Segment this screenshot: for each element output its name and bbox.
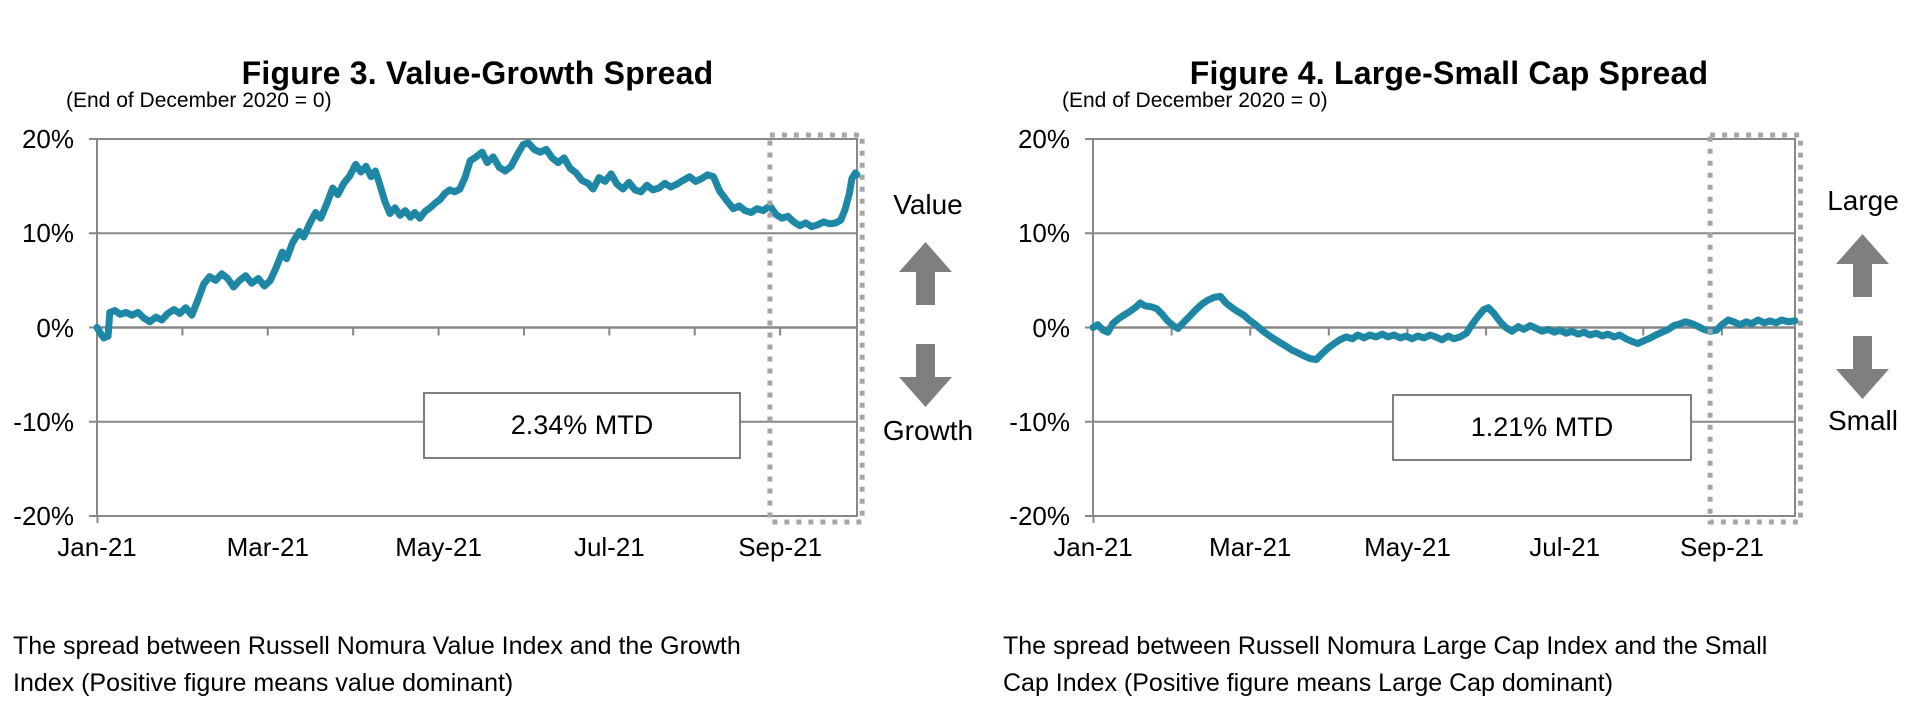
figure4-direction-up-label: Large [1827, 185, 1899, 216]
x-axis-tick-label: Jan-21 [1053, 532, 1133, 562]
y-axis-tick-label: -10% [1009, 406, 1070, 437]
figure4-chart-plot [1085, 132, 1804, 525]
y-axis-tick-label: 10% [1017, 218, 1070, 249]
y-axis-tick-label: 20% [1017, 124, 1070, 154]
figure4-caption: The spread between Russell Nomura Large … [1003, 632, 1768, 697]
figure4-mtd-annotation-box: 1.21% MTD [1392, 394, 1692, 461]
down-arrow-icon [899, 344, 952, 407]
x-axis-tick-label: Jul-21 [573, 532, 645, 562]
figure3-mtd-annotation-box: 2.34% MTD [423, 392, 741, 459]
y-axis-tick-label: 20% [21, 124, 74, 154]
down-arrow-icon [1836, 336, 1889, 399]
y-axis-tick-label: -10% [13, 406, 74, 437]
figure3-mtd-annotation-text: 2.34% MTD [510, 410, 654, 440]
y-axis-tick-label: -20% [13, 501, 74, 531]
x-axis-tick-label: Mar-21 [1209, 532, 1292, 562]
figure3-chart-plot [89, 132, 865, 525]
spread-line-series [93, 139, 861, 342]
figure4-title: Figure 4. Large-Small Cap Spread [1189, 54, 1709, 91]
figure4-mtd-annotation-text: 1.21% MTD [1470, 412, 1614, 442]
x-axis-tick-label: May-21 [1364, 532, 1451, 562]
x-axis-tick-label: Sep-21 [738, 532, 823, 562]
figure3-direction-down-label: Growth [882, 415, 974, 446]
figure3-panel: Figure 3. Value-Growth Spread (End of De… [13, 54, 973, 697]
y-axis-tick-label: 0% [36, 312, 74, 343]
figure4-subtitle: (End of December 2020 = 0) [1062, 89, 1328, 112]
y-axis-tick-label: 0% [1032, 312, 1070, 343]
x-axis-tick-label: May-21 [395, 532, 482, 562]
y-axis-tick-label: -20% [1009, 501, 1070, 531]
figure4-direction-down-label: Small [1827, 405, 1898, 436]
spread-line-series [1089, 292, 1799, 363]
figure3-caption: The spread between Russell Nomura Value … [13, 632, 741, 697]
figure3-direction-up-label: Value [893, 189, 963, 220]
figure3-subtitle: (End of December 2020 = 0) [66, 89, 332, 112]
up-arrow-icon [899, 242, 952, 305]
x-axis-tick-label: Sep-21 [1679, 532, 1764, 562]
x-axis-tick-label: Jan-21 [57, 532, 137, 562]
x-axis-tick-label: Jul-21 [1529, 532, 1601, 562]
y-axis-tick-label: 10% [21, 218, 74, 249]
x-axis-tick-label: Mar-21 [226, 532, 309, 562]
figure3-title: Figure 3. Value-Growth Spread [241, 54, 714, 91]
up-arrow-icon [1836, 234, 1889, 297]
figure4-panel: Figure 4. Large-Small Cap Spread (End of… [996, 0, 1920, 706]
